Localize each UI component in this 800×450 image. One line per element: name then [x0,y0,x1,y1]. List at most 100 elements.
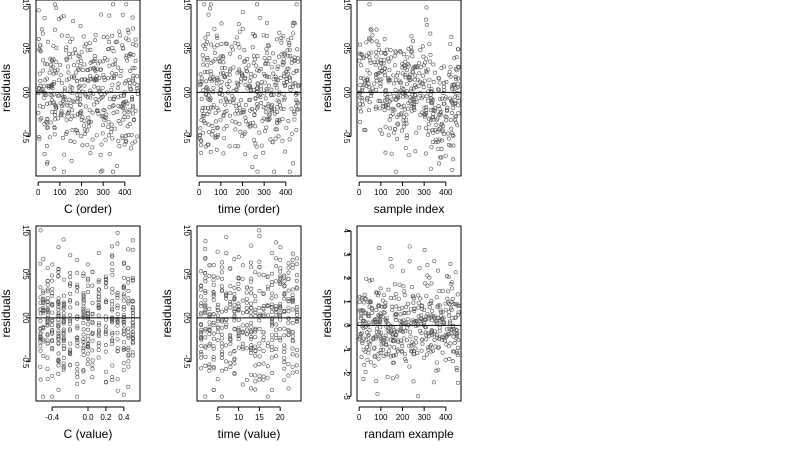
data-point [374,54,379,59]
data-point [75,324,80,329]
data-point [41,299,46,304]
x-tick-label: 20 [276,413,285,422]
data-point [399,104,404,109]
data-point [424,105,429,110]
data-point [56,93,61,98]
data-point [211,294,216,299]
data-point [222,110,227,115]
data-point [105,57,110,62]
data-point [75,270,80,275]
data-point [445,274,450,279]
data-point [119,68,124,73]
data-point [400,94,405,99]
data-point [228,334,233,339]
data-point [290,370,295,375]
data-point [224,41,229,46]
data-point [81,310,86,315]
data-point [103,277,108,282]
data-point [249,330,254,335]
data-point [257,234,262,239]
data-point [131,76,136,81]
data-point [266,75,271,80]
data-point [366,320,371,325]
data-point [249,334,254,339]
data-point [367,100,372,105]
data-point [115,319,120,324]
data-point [388,48,393,53]
data-point [257,354,262,359]
data-point [257,92,262,97]
data-point [90,137,95,142]
data-point [378,106,383,111]
data-point [453,74,458,79]
data-point [204,85,209,90]
data-point [233,127,238,132]
data-point [79,134,84,139]
data-point [262,55,267,60]
data-point [445,105,450,110]
data-point [121,275,126,280]
data-point [419,96,424,101]
data-point [230,93,235,98]
data-point [255,85,260,90]
data-point [244,332,249,337]
data-point [291,31,296,36]
data-point [431,80,436,85]
data-point [364,337,369,342]
data-point [257,341,262,346]
data-point [131,26,136,31]
data-point [378,286,383,291]
data-point [130,141,135,146]
data-point [68,84,73,89]
data-point [88,66,93,71]
data-point [269,291,274,296]
data-point [261,105,266,110]
x-tick-label: 400 [439,188,453,197]
data-point [261,71,266,76]
data-point [363,310,368,315]
data-point [50,347,55,352]
data-point [452,327,457,332]
data-point [240,71,245,76]
data-point [441,309,446,314]
data-point [90,301,95,306]
data-point [120,135,125,140]
data-point [220,309,225,314]
data-point [413,149,418,154]
data-point [383,124,388,129]
data-point [220,352,225,357]
data-point [85,289,90,294]
data-point [68,270,73,275]
data-point [56,351,61,356]
data-point [201,62,206,67]
data-point [368,27,373,32]
data-point [442,132,447,137]
data-point [88,119,93,124]
data-point [264,86,269,91]
data-point [408,334,413,339]
data-point [238,98,243,103]
data-point [288,53,293,58]
data-point [106,76,111,81]
data-point [241,10,246,15]
data-point [290,320,295,325]
data-point [428,166,433,171]
data-point [121,322,126,327]
data-point [282,296,287,301]
data-point [235,70,240,75]
data-point [257,15,262,20]
data-point [292,117,297,122]
data-point [396,296,401,301]
data-point [278,327,283,332]
data-point [123,133,128,138]
data-point [273,136,278,141]
data-point [389,264,394,269]
data-point [274,76,279,81]
data-point [41,290,46,295]
data-point [392,81,397,86]
data-point [361,308,366,313]
data-point [382,66,387,71]
data-point [257,374,262,379]
data-point [374,39,379,44]
